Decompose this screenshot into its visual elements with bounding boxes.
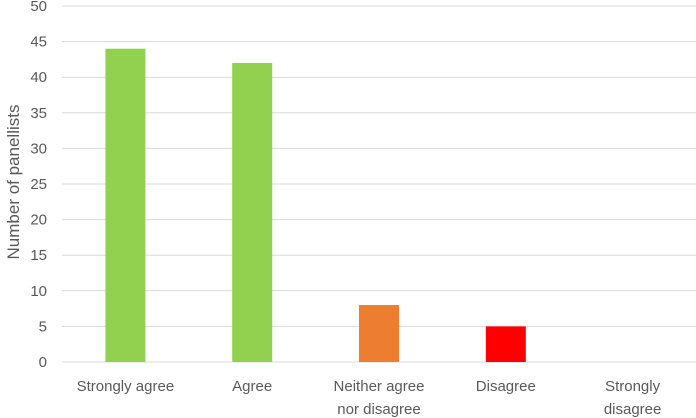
y-tick-label: 10: [30, 283, 47, 300]
x-category-label: Agree: [232, 378, 272, 395]
bars: [105, 48, 526, 363]
y-axis-title: Number of panellists: [4, 105, 23, 260]
x-axis-categories: Strongly agree Agree Neither agree nor disa…: [77, 378, 662, 418]
x-category-label: Strongly agree: [77, 378, 175, 395]
x-category-label: Disagree: [476, 378, 536, 395]
x-category-label: Strongly disagree: [604, 378, 662, 418]
x-category-label: Neither agree nor disagree: [334, 378, 425, 418]
y-tick-label: 30: [30, 140, 47, 157]
bar: [232, 62, 273, 363]
bar: [359, 305, 399, 362]
gridlines: [62, 5, 696, 363]
bar: [105, 48, 146, 362]
y-tick-label: 5: [39, 318, 47, 335]
y-axis-ticks: 0 5 10 15 20 25 30 35 40 45 50: [30, 0, 47, 371]
y-tick-label: 35: [30, 105, 47, 122]
y-tick-label: 40: [30, 69, 47, 86]
y-tick-label: 20: [30, 212, 47, 229]
y-tick-label: 25: [30, 176, 47, 193]
y-tick-label: 0: [39, 354, 47, 371]
y-tick-label: 45: [30, 34, 47, 51]
y-tick-label: 50: [30, 0, 47, 15]
bar: [485, 326, 526, 362]
y-tick-label: 15: [30, 247, 47, 264]
